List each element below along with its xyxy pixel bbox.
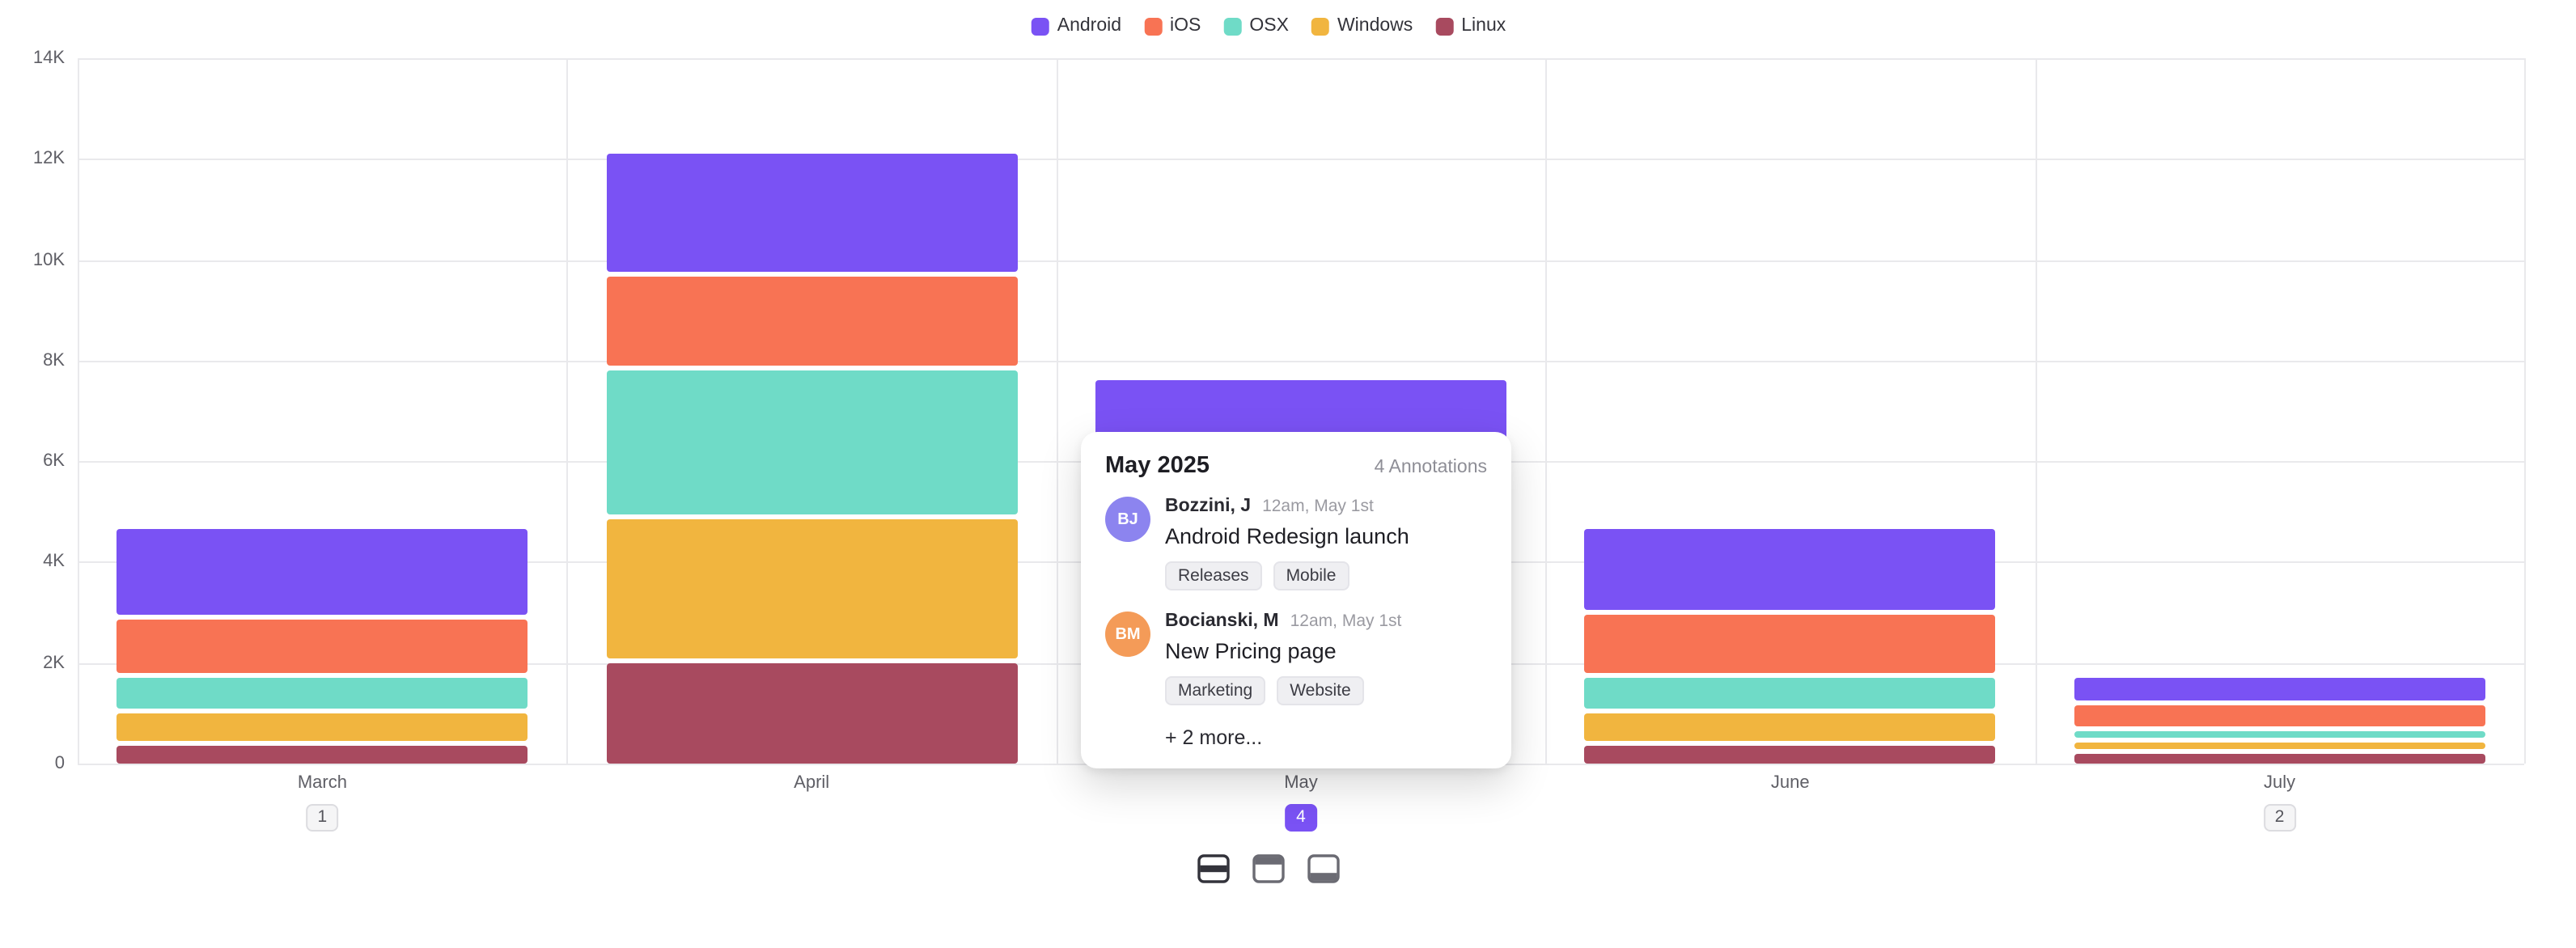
x-axis-label-july: July	[2264, 773, 2296, 793]
tag-mobile[interactable]: Mobile	[1273, 561, 1349, 590]
bar-segment-april-linux[interactable]	[606, 662, 1018, 764]
annotation-tags: Releases Mobile	[1165, 561, 1487, 590]
annotation-entry-body: Bozzini, J 12am, May 1st Android Redesign …	[1165, 497, 1487, 590]
gridline-vertical	[78, 58, 79, 764]
avatar: BJ	[1105, 497, 1150, 542]
x-axis-label-april: April	[794, 773, 830, 793]
y-axis-tick-label: 2K	[43, 653, 65, 673]
y-axis-tick-label: 4K	[43, 552, 65, 572]
annotation-count-badge-march[interactable]: 1	[306, 804, 339, 832]
legend-swatch-icon	[1311, 17, 1329, 35]
legend-item-linux[interactable]: Linux	[1435, 16, 1506, 36]
x-axis-label-march: March	[297, 773, 347, 793]
y-axis-tick-label: 6K	[43, 451, 65, 472]
annotation-timestamp: 12am, May 1st	[1262, 497, 1374, 516]
x-axis-label-may: May	[1284, 773, 1318, 793]
bar-segment-march-ios[interactable]	[117, 620, 528, 673]
gridline-vertical	[1056, 58, 1058, 764]
bar-segment-july-linux[interactable]	[2074, 753, 2485, 764]
bar-segment-april-android[interactable]	[606, 154, 1018, 273]
annotations-position-bottom-button[interactable]	[1299, 846, 1348, 890]
bar-segment-june-osx[interactable]	[1584, 677, 1996, 709]
bar-segment-april-ios[interactable]	[606, 277, 1018, 366]
legend-item-android[interactable]: Android	[1031, 16, 1122, 36]
annotation-timestamp: 12am, May 1st	[1290, 612, 1402, 631]
annotation-tags: Marketing Website	[1165, 676, 1487, 705]
bar-segment-july-android[interactable]	[2074, 678, 2485, 701]
tag-website[interactable]: Website	[1277, 676, 1364, 705]
gridline-vertical	[2035, 58, 2037, 764]
bar-segment-july-osx[interactable]	[2074, 730, 2485, 739]
legend-label: iOS	[1170, 16, 1201, 36]
legend-swatch-icon	[1223, 17, 1242, 35]
annotations-position-middle-button[interactable]	[1189, 846, 1238, 890]
legend-label: Windows	[1337, 16, 1413, 36]
popover-header: May 2025 4 Annotations	[1105, 453, 1487, 479]
legend: Android iOS OSX Windows Linux	[1031, 16, 1506, 36]
y-axis-tick-label: 8K	[43, 350, 65, 370]
bar-segment-march-osx[interactable]	[117, 677, 528, 709]
legend-swatch-icon	[1435, 17, 1454, 35]
legend-label: Android	[1057, 16, 1122, 36]
gridline-vertical	[1545, 58, 1548, 764]
annotation-entry: BM Bocianski, M 12am, May 1st New Pricing p…	[1105, 612, 1487, 705]
x-axis-label-june: June	[1770, 773, 1810, 793]
popover-title: May 2025	[1105, 453, 1210, 479]
avatar: BM	[1105, 612, 1150, 657]
annotation-text: New Pricing page	[1165, 639, 1337, 663]
bar-segment-june-android[interactable]	[1584, 529, 1996, 610]
gridline-horizontal	[78, 260, 2524, 262]
gridline-horizontal	[78, 159, 2524, 161]
band-middle-icon	[1197, 853, 1230, 882]
legend-item-osx[interactable]: OSX	[1223, 16, 1289, 36]
legend-label: Linux	[1461, 16, 1506, 36]
annotation-entry: BJ Bozzini, J 12am, May 1st Android Redesig…	[1105, 497, 1487, 590]
show-more-annotations-link[interactable]: + 2 more...	[1165, 726, 1263, 749]
band-bottom-icon	[1307, 853, 1340, 882]
bar-segment-june-linux[interactable]	[1584, 745, 1996, 764]
gridline-horizontal	[78, 360, 2524, 362]
bar-segment-june-ios[interactable]	[1584, 615, 1996, 673]
band-top-icon	[1252, 853, 1285, 882]
annotation-text: Android Redesign launch	[1165, 524, 1409, 548]
bar-segment-july-windows[interactable]	[2074, 743, 2485, 749]
y-axis-tick-label: 10K	[32, 250, 65, 270]
annotations-popover: May 2025 4 Annotations BJ Bozzini, J 12am,…	[1081, 432, 1511, 768]
legend-label: OSX	[1249, 16, 1289, 36]
annotation-entry-header: Bocianski, M 12am, May 1st	[1165, 612, 1487, 631]
y-axis-tick-label: 12K	[32, 149, 65, 169]
annotation-author: Bozzini, J	[1165, 497, 1252, 516]
annotation-author: Bocianski, M	[1165, 612, 1279, 631]
bar-segment-june-windows[interactable]	[1584, 713, 1996, 741]
gridline-vertical	[2524, 58, 2526, 764]
legend-item-ios[interactable]: iOS	[1144, 16, 1201, 36]
legend-swatch-icon	[1031, 17, 1049, 35]
bar-segment-april-windows[interactable]	[606, 518, 1018, 658]
gridline-vertical	[566, 58, 569, 764]
annotation-count-badge-july[interactable]: 2	[2263, 804, 2296, 832]
annotation-layout-toolbar	[1189, 846, 1348, 890]
bar-segment-july-ios[interactable]	[2074, 705, 2485, 726]
legend-swatch-icon	[1144, 17, 1163, 35]
annotation-entry-header: Bozzini, J 12am, May 1st	[1165, 497, 1487, 516]
bar-segment-march-windows[interactable]	[117, 713, 528, 741]
annotation-entry-body: Bocianski, M 12am, May 1st New Pricing pag…	[1165, 612, 1487, 705]
annotation-entries: BJ Bozzini, J 12am, May 1st Android Redesig…	[1105, 497, 1487, 705]
gridline-horizontal	[78, 58, 2524, 60]
y-axis-tick-label: 14K	[32, 49, 65, 68]
tag-marketing[interactable]: Marketing	[1165, 676, 1266, 705]
bar-segment-april-osx[interactable]	[606, 370, 1018, 514]
popover-annotations-count: 4 Annotations	[1374, 458, 1487, 477]
bar-segment-march-linux[interactable]	[117, 745, 528, 764]
y-axis-tick-label: 0	[54, 754, 65, 773]
tag-releases[interactable]: Releases	[1165, 561, 1262, 590]
annotations-position-top-button[interactable]	[1244, 846, 1293, 890]
bar-segment-march-android[interactable]	[117, 529, 528, 616]
annotation-count-badge-may[interactable]: 4	[1285, 804, 1317, 832]
legend-item-windows[interactable]: Windows	[1311, 16, 1413, 36]
